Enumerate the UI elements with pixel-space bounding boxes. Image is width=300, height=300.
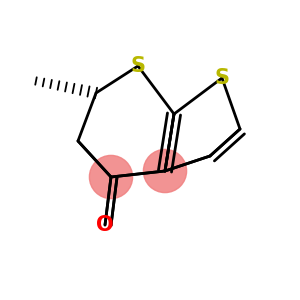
Circle shape (143, 149, 187, 193)
Circle shape (89, 155, 133, 199)
Text: S: S (130, 56, 146, 76)
Text: S: S (214, 68, 230, 88)
Text: O: O (96, 215, 114, 235)
